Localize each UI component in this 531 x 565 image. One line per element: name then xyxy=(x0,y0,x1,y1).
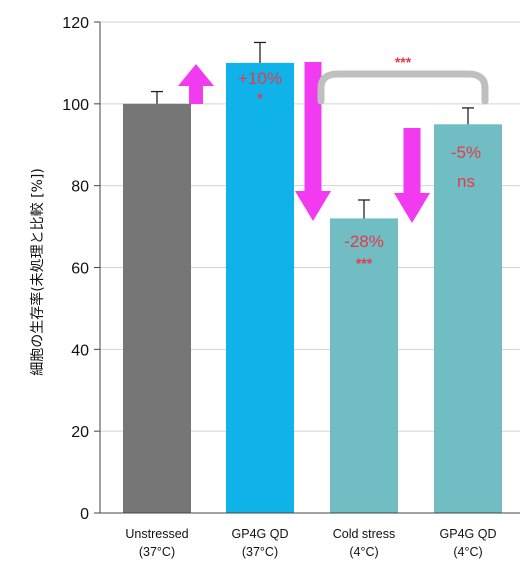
y-tick-label: 120 xyxy=(62,15,89,32)
bar xyxy=(434,124,502,514)
significance-bracket xyxy=(317,70,489,105)
decrease-arrow xyxy=(394,128,430,223)
significance-label: * xyxy=(257,90,263,106)
bar xyxy=(123,103,191,513)
y-tick-label: 20 xyxy=(71,424,89,441)
x-category-label: Cold stress xyxy=(333,527,396,541)
change-percent-label: -28% xyxy=(344,232,384,251)
change-percent-label: +10% xyxy=(238,69,282,88)
x-category-sublabel: (4°C) xyxy=(349,545,378,559)
x-category-label: GP4G QD xyxy=(440,527,497,541)
axes xyxy=(94,21,520,514)
change-arrows xyxy=(178,62,430,223)
x-category-label: GP4G QD xyxy=(232,527,289,541)
y-tick-label: 0 xyxy=(80,506,89,523)
bar-annotations: +10% * -28% *** -5% ns xyxy=(238,69,481,271)
error-bars xyxy=(151,41,474,219)
x-category-label: Unstressed xyxy=(125,527,188,541)
x-category-sublabel: (37°C) xyxy=(139,545,175,559)
y-axis-label: 細胞の生存率(未処理と比較 [%]) xyxy=(29,168,46,376)
bars xyxy=(123,62,502,514)
y-tick-label: 60 xyxy=(71,261,89,278)
decrease-arrow xyxy=(295,62,331,221)
x-category-sublabel: (4°C) xyxy=(453,545,482,559)
increase-arrow xyxy=(178,64,214,104)
change-percent-label: -5% xyxy=(451,143,481,162)
comparison-bracket: *** xyxy=(317,54,489,105)
y-tick-label: 100 xyxy=(62,97,89,114)
significance-label: *** xyxy=(356,255,373,271)
bar xyxy=(226,62,294,514)
x-category-labels: Unstressed (37°C) GP4G QD (37°C) Cold stress… xyxy=(125,527,496,559)
y-tick-label: 40 xyxy=(71,342,89,359)
bracket-significance-label: *** xyxy=(395,54,412,70)
x-category-sublabel: (37°C) xyxy=(242,545,278,559)
y-tick-labels: 0 20 40 60 80 100 120 xyxy=(62,15,89,523)
y-tick-label: 80 xyxy=(71,179,89,196)
significance-label: ns xyxy=(457,172,475,191)
bar xyxy=(330,218,398,513)
